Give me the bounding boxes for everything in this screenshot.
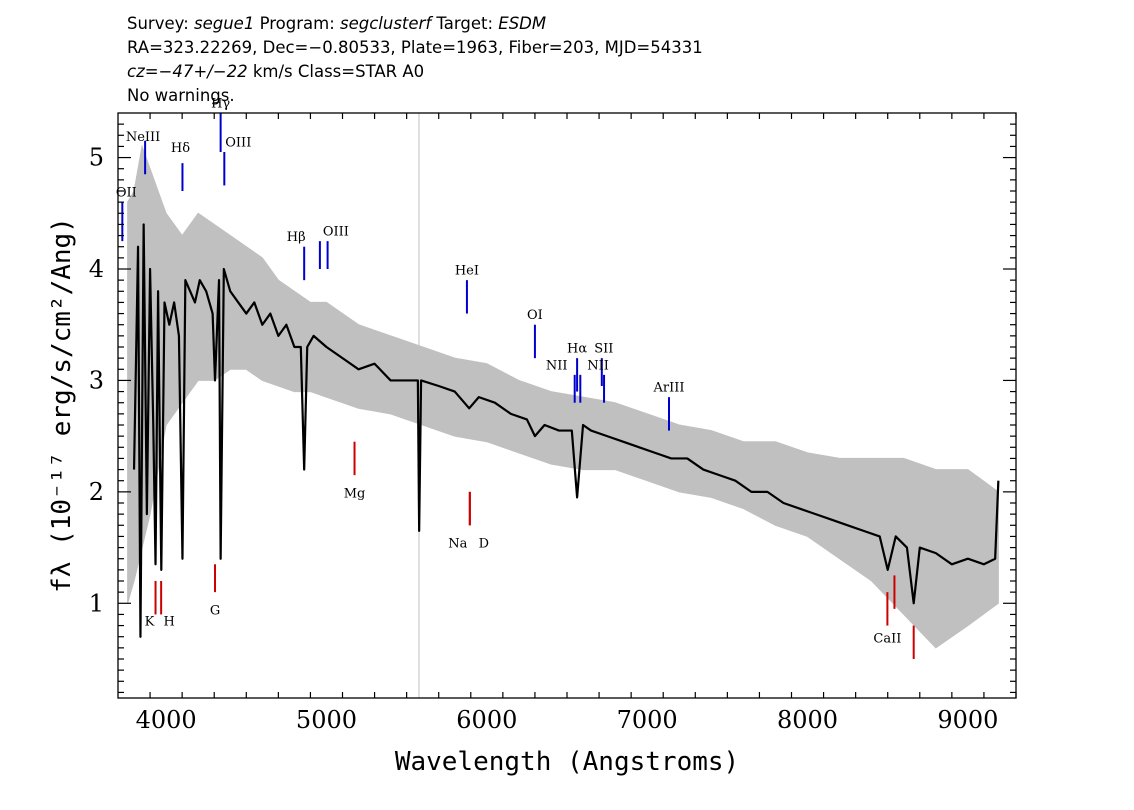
emission-line-label: OIII (225, 135, 251, 150)
emission-line-label: Hα (567, 342, 587, 357)
emission-line-label: NeIII (126, 130, 160, 145)
x-tick-label: 9000 (937, 706, 998, 734)
x-tick-label: 7000 (617, 706, 678, 734)
y-tick-label: 3 (89, 366, 104, 394)
survey-label: Survey: (127, 14, 194, 33)
emission-line-label: HeI (455, 264, 479, 279)
absorption-line-label: CaII (873, 631, 901, 646)
absorption-line-label: K (145, 615, 155, 630)
flux-line (132, 223, 1000, 638)
header-line-2: RA=323.22269, Dec=−0.80533, Plate=1963, … (127, 38, 703, 57)
program-value: segclusterf (340, 14, 432, 33)
y-axis-title: fλ (10⁻¹⁷ erg/s/cm²/Ang) (47, 217, 77, 593)
y-tick-label: 2 (89, 478, 104, 506)
x-tick-label: 8000 (777, 706, 838, 734)
y-tick-label: 4 (89, 255, 104, 283)
absorption-line-label: H (163, 615, 174, 630)
emission-line-label: Hδ (171, 141, 190, 156)
absorption-line-label: Mg (344, 486, 366, 501)
absorption-line-label: Na (448, 537, 467, 552)
header-line-1: Survey: segue1 Program: segclusterf Targ… (127, 12, 1027, 36)
emission-line-label: NII (546, 358, 568, 373)
y-tick-label: 1 (89, 589, 104, 617)
x-tick-label: 5000 (296, 706, 357, 734)
axis-ticks: 4000 5000 6000 7000 8000 9000 1 2 3 4 5 (89, 113, 1017, 734)
header-line-4: No warnings. (127, 86, 235, 105)
x-axis-title: Wavelength (Angstroms) (395, 747, 739, 777)
x-tick-label: 4000 (136, 706, 197, 734)
flux-group (132, 223, 1000, 638)
y-tick-label: 5 (89, 144, 104, 172)
target-label: Target: (431, 14, 499, 33)
class-value: km/s Class=STAR A0 (247, 62, 425, 81)
emission-line-label: ArIII (652, 381, 684, 396)
emission-line-label: OI (527, 308, 543, 323)
survey-value: segue1 (194, 14, 255, 33)
absorption-line-label: D (479, 537, 489, 552)
emission-line-label: OII (116, 186, 137, 201)
program-label: Program: (254, 14, 340, 33)
emission-line-label: Hγ (211, 96, 230, 111)
emission-line-label: NII (587, 358, 609, 373)
spectrum-header: Survey: segue1 Program: segclusterf Targ… (127, 12, 1027, 108)
emission-line-label: OIII (323, 225, 349, 240)
emission-line-label: SII (594, 342, 613, 357)
error-band-group (127, 144, 999, 649)
absorption-line-label: G (210, 603, 220, 618)
target-value: ESDM (498, 14, 547, 33)
flux-error-band (127, 144, 999, 649)
x-tick-label: 6000 (456, 706, 517, 734)
header-line-3: cz=−47+/−22 km/s Class=STAR A0 (127, 60, 1027, 84)
redshift-value: cz=−47+/−22 (127, 62, 248, 81)
emission-line-label: Hβ (287, 230, 306, 245)
